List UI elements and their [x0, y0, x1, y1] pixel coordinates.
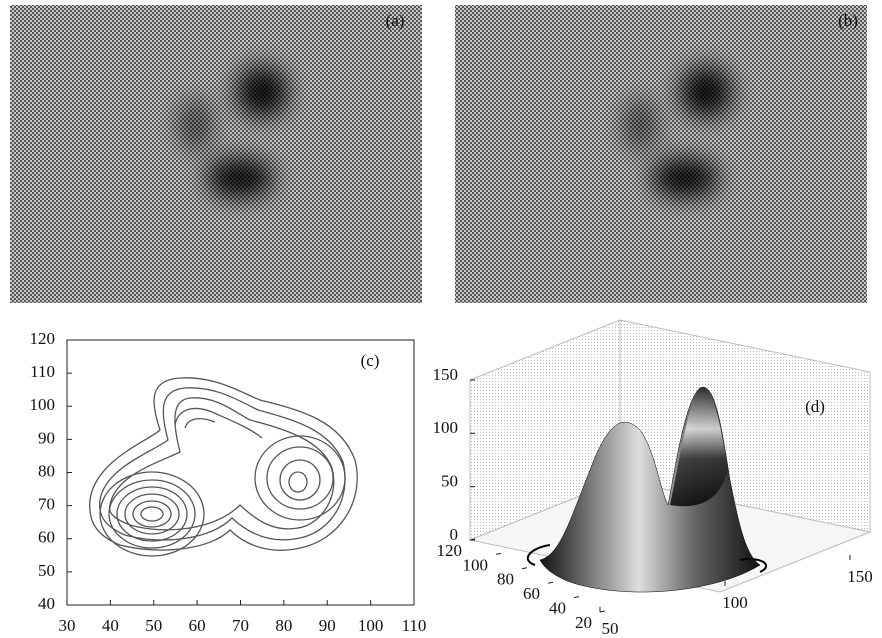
x-tick-label: 150: [847, 567, 873, 586]
y-tick-label: 80: [497, 570, 514, 589]
y-tick-label: 70: [38, 495, 55, 514]
y-tick-label: 120: [437, 541, 463, 560]
z-tick-label: 0: [450, 525, 459, 544]
y-tick-label: 100: [463, 555, 489, 574]
y-tick: [495, 552, 502, 555]
plot-frame: [66, 339, 415, 606]
contours: [89, 377, 358, 557]
y-tick-label: 120: [30, 329, 56, 348]
y-tick-label: 90: [38, 428, 55, 447]
panel-label: (b): [838, 11, 858, 30]
y-tick-label: 60: [38, 528, 55, 547]
x-tick-label: 90: [319, 616, 336, 635]
axes: 30 40 50 60 70 80 90 100 11040506070809010011012…: [30, 329, 427, 635]
y-tick-label: 50: [38, 561, 55, 580]
contour-plot: (c) 30 40 50 60 70 80 90 100 1104050607080901001…: [30, 329, 427, 635]
y-tick-label: 40: [549, 599, 566, 618]
image-a: (a): [10, 5, 422, 303]
x-tick-label: 100: [722, 593, 748, 612]
y-tick-label: 60: [523, 584, 540, 603]
z-tick-label: 150: [433, 365, 459, 384]
y-tick-label: 80: [38, 461, 55, 480]
x-tick-label: 80: [275, 616, 292, 635]
y-tick-label: 20: [575, 613, 592, 632]
panel-label: (a): [386, 11, 405, 30]
y-tick-label: 40: [38, 594, 55, 613]
x-tick-label: 50: [145, 616, 162, 635]
y-tick: [599, 610, 606, 613]
panel-label: (c): [361, 351, 380, 370]
image-panels: (a) (b): [10, 5, 867, 303]
x-tick-label: 30: [59, 616, 76, 635]
x-tick-label: 100: [358, 616, 384, 635]
contour-peak-2: [254, 435, 346, 521]
x-tick-label: 110: [402, 616, 427, 635]
x-tick-label: 70: [232, 616, 249, 635]
x-tick-label: 50: [602, 619, 619, 638]
y-tick: [521, 567, 528, 570]
contour-peak-1: [99, 471, 205, 557]
z-tick-label: 50: [441, 472, 458, 491]
y-tick: [573, 596, 580, 599]
z-tick-label: 100: [433, 418, 459, 437]
panel-label: (d): [805, 397, 825, 416]
surface: [526, 386, 768, 593]
x-tick-label: 40: [102, 616, 119, 635]
image-b: (b): [455, 5, 867, 303]
y-tick-label: 110: [30, 362, 55, 381]
y-tick-label: 100: [30, 395, 56, 414]
x-tick-label: 60: [189, 616, 206, 635]
y-tick: [547, 581, 554, 584]
